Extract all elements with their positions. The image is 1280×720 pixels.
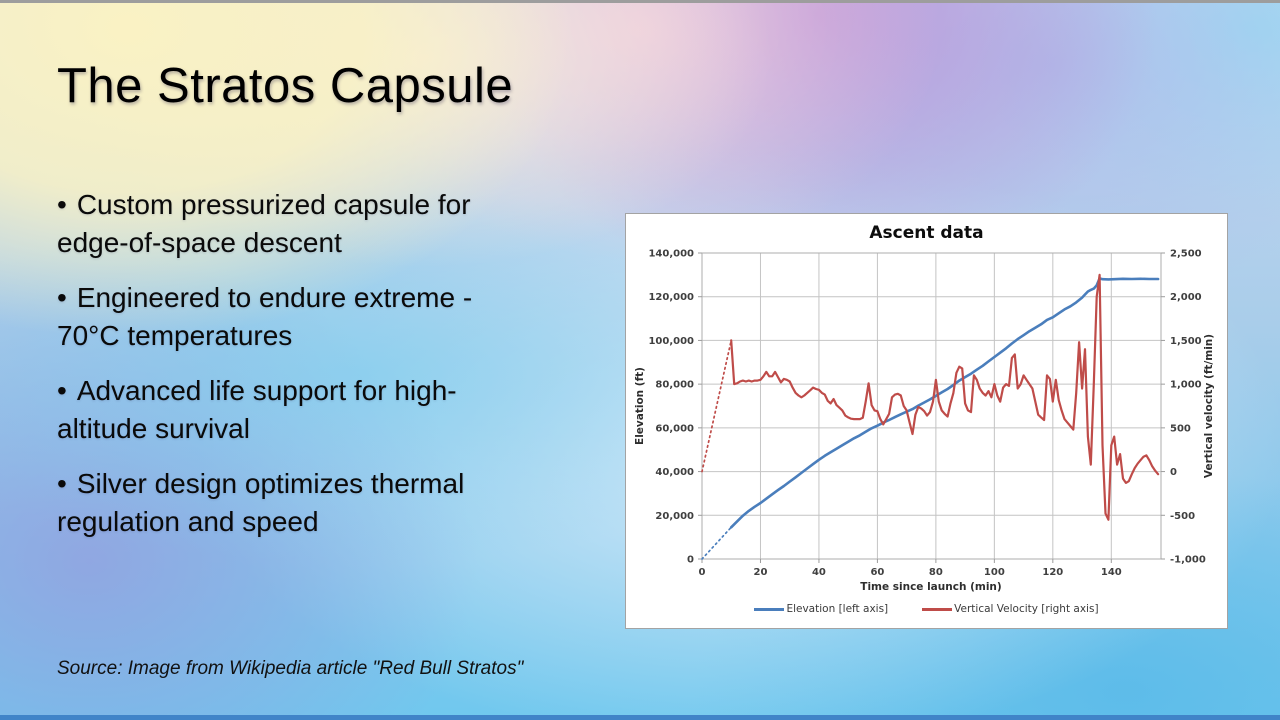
velocity-line	[730, 273, 1160, 521]
bullet-text: Engineered to endure extreme - 70°C temp…	[57, 282, 473, 351]
velocity-dotted-lead	[701, 339, 733, 473]
source-attribution: Source: Image from Wikipedia article "Re…	[57, 658, 524, 679]
bullet-text: Custom pressurized capsule for edge-of-s…	[57, 189, 471, 258]
bullet-marker: •	[57, 375, 67, 406]
svg-text:140: 140	[1101, 567, 1122, 578]
svg-text:1,000: 1,000	[1170, 380, 1202, 391]
elevation-line	[729, 277, 1160, 529]
elevation-dotted-lead	[701, 526, 733, 560]
x-axis-title: Time since launch (min)	[860, 581, 1001, 593]
svg-text:120,000: 120,000	[648, 292, 694, 303]
svg-text:500: 500	[1170, 423, 1191, 434]
svg-text:0: 0	[699, 567, 706, 578]
chart-plot-area: 0 20,000 40,000 60,000 80,000 100,000 120,000 1…	[634, 249, 1215, 594]
legend-item-velocity: Vertical Velocity [right axis]	[922, 603, 1099, 615]
svg-text:2,000: 2,000	[1170, 292, 1202, 303]
ascent-data-chart: Ascent data 0 20,000 40,000 60,000 80,000 100…	[625, 213, 1228, 629]
svg-text:60: 60	[870, 567, 884, 578]
svg-text:80: 80	[929, 567, 943, 578]
svg-text:40,000: 40,000	[655, 467, 694, 478]
svg-text:120: 120	[1042, 567, 1063, 578]
legend-label-velocity: Vertical Velocity [right axis]	[954, 603, 1099, 615]
svg-text:2,500: 2,500	[1170, 249, 1202, 260]
bottom-edge-strip	[0, 715, 1280, 720]
bullet-text: Advanced life support for high- altitude…	[57, 375, 457, 444]
bullet-list: • Custom pressurized capsule for edge-of-…	[57, 186, 562, 558]
svg-text:140,000: 140,000	[648, 249, 694, 260]
bullet-item: • Custom pressurized capsule for edge-of-…	[57, 186, 562, 262]
legend-label-elevation: Elevation [left axis]	[786, 603, 889, 615]
bullet-marker: •	[57, 189, 67, 220]
bullet-marker: •	[57, 468, 67, 499]
svg-text:100,000: 100,000	[648, 336, 694, 347]
svg-text:0: 0	[687, 555, 694, 566]
svg-text:40: 40	[812, 567, 826, 578]
svg-text:-1,000: -1,000	[1170, 555, 1206, 566]
legend-swatch-velocity	[922, 607, 953, 611]
legend-swatch-elevation	[754, 607, 785, 611]
bullet-marker: •	[57, 282, 67, 313]
svg-text:0: 0	[1170, 467, 1177, 478]
page-title: The Stratos Capsule	[57, 59, 514, 113]
bullet-item: • Advanced life support for high- altitud…	[57, 372, 562, 448]
bullet-item: • Engineered to endure extreme - 70°C tem…	[57, 279, 562, 355]
svg-text:1,500: 1,500	[1170, 336, 1202, 347]
right-y-axis-title: Vertical velocity (ft/min)	[1203, 334, 1215, 478]
chart-title: Ascent data	[869, 223, 984, 243]
svg-text:-500: -500	[1170, 511, 1195, 522]
svg-text:20,000: 20,000	[655, 511, 694, 522]
left-y-axis-title: Elevation (ft)	[634, 367, 646, 445]
top-edge-strip	[0, 0, 1280, 3]
bullet-text: Silver design optimizes thermal regulati…	[57, 468, 465, 537]
svg-text:20: 20	[754, 567, 768, 578]
svg-text:100: 100	[984, 567, 1005, 578]
bullet-item: • Silver design optimizes thermal regulat…	[57, 465, 562, 541]
svg-text:60,000: 60,000	[655, 423, 694, 434]
svg-text:80,000: 80,000	[655, 380, 694, 391]
chart-legend: Elevation [left axis] Vertical Velocity …	[626, 603, 1227, 615]
legend-item-elevation: Elevation [left axis]	[754, 603, 888, 615]
